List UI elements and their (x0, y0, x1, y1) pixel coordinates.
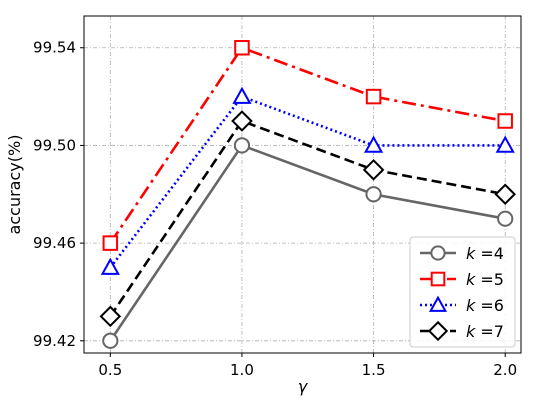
y-tick-label: 99.54 (33, 39, 76, 57)
x-tick-label: 1.5 (362, 361, 386, 379)
marker-circle (233, 137, 251, 154)
marker-circle (365, 186, 382, 203)
legend-label: k =5 (466, 270, 504, 289)
series-3 (100, 86, 515, 275)
series-4 (99, 110, 516, 328)
y-axis-label: accuracy(%) (5, 135, 24, 235)
series-layer (99, 39, 516, 349)
legend-label: k =6 (466, 296, 504, 315)
marker-circle (102, 332, 119, 349)
marker-square (365, 88, 382, 105)
x-tick-label: 0.5 (98, 361, 122, 379)
marker-square (234, 39, 250, 56)
y-axis: 99.42 99.46 99.50 99.54 (33, 39, 84, 350)
marker-circle (497, 210, 514, 227)
series-line (109, 143, 506, 342)
marker-diamond (427, 320, 449, 342)
marker-diamond (231, 110, 253, 132)
x-tick-label: 1.0 (230, 361, 254, 379)
legend-entry: k =4 (420, 244, 504, 263)
y-tick-label: 99.46 (33, 234, 76, 252)
marker-triangle (232, 86, 252, 104)
marker-square (497, 113, 513, 129)
marker-square (430, 271, 446, 287)
legend-entry: k =7 (420, 320, 504, 342)
legend-entry: k =5 (420, 270, 504, 289)
legend-label: k =7 (466, 322, 504, 341)
legend: k =4 k =5 k =6 k =7 (409, 236, 516, 348)
series-1 (102, 137, 514, 349)
plot-frame (83, 15, 522, 354)
grid-lines (84, 16, 521, 353)
x-axis-label: γ (298, 377, 309, 396)
series-line (109, 46, 506, 244)
y-tick-label: 99.50 (33, 136, 76, 154)
marker-diamond (494, 183, 516, 206)
marker-diamond (99, 305, 122, 328)
marker-circle (430, 245, 446, 261)
x-tick-label: 2.0 (493, 361, 517, 379)
marker-triangle (495, 135, 515, 153)
series-line (109, 95, 506, 269)
marker-square (102, 235, 119, 251)
y-tick-label: 99.42 (33, 332, 76, 350)
series-2 (102, 39, 513, 251)
marker-triangle (100, 257, 120, 275)
x-axis: 0.5 1.0 1.5 2.0 (98, 353, 517, 379)
marker-diamond (362, 159, 385, 181)
marker-triangle (364, 135, 384, 153)
marker-triangle (428, 295, 448, 312)
legend-entry: k =6 (420, 295, 504, 315)
legend-label: k =4 (466, 244, 504, 263)
series-line (109, 119, 506, 318)
legend-box (409, 236, 516, 348)
